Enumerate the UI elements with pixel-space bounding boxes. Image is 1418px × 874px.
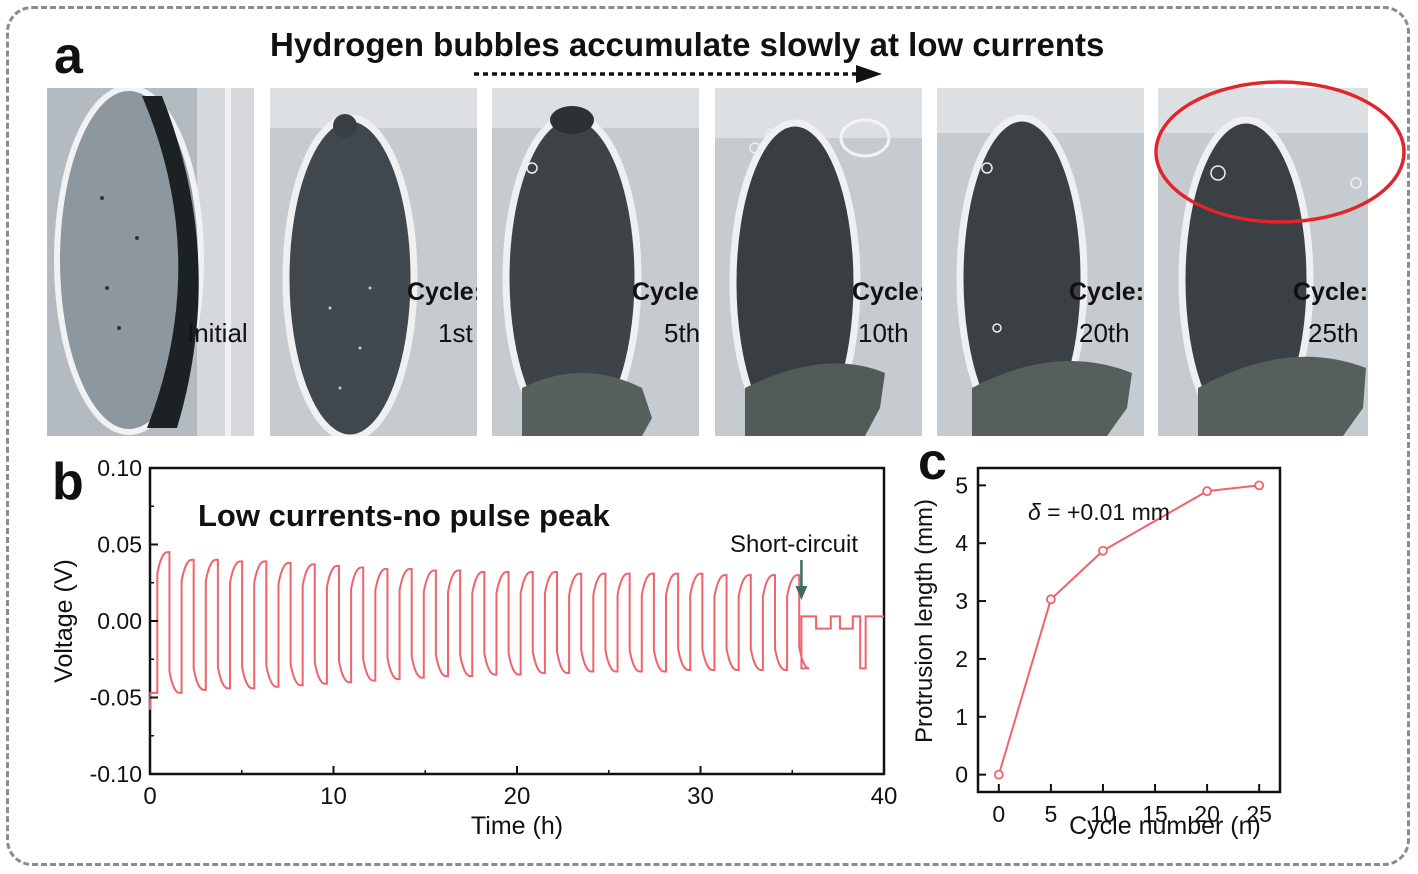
data-point bbox=[1045, 594, 1056, 605]
plot-frame bbox=[976, 466, 1282, 794]
y-tick-label: 0.05 bbox=[97, 532, 142, 558]
photo-cycle-20: Cycle: 20th bbox=[937, 88, 1144, 436]
panel-a-letter: a bbox=[54, 27, 83, 85]
photo-value: 20th bbox=[1079, 318, 1130, 348]
x-tick-label: 15 bbox=[1142, 801, 1168, 827]
x-tick-label: 0 bbox=[992, 801, 1005, 827]
progress-arrow-icon bbox=[474, 65, 882, 83]
protrusion-series-line bbox=[997, 484, 1260, 775]
voltage-series-line bbox=[149, 551, 884, 710]
x-axis-label: Time (h) bbox=[471, 812, 563, 840]
y-tick-label: 4 bbox=[955, 530, 968, 556]
x-tick-label: 10 bbox=[1090, 801, 1116, 827]
photo-cycle-25: Cycle: 25th bbox=[1158, 88, 1368, 436]
photo-initial: Initial bbox=[47, 88, 254, 436]
highlight-ellipse bbox=[1154, 80, 1406, 224]
highlight-ring bbox=[1154, 80, 1406, 224]
short-circuit-arrow-icon bbox=[795, 560, 808, 600]
photo-label: Cycle: bbox=[1293, 278, 1368, 306]
x-tick-label: 10 bbox=[320, 783, 347, 810]
x-tick-label: 20 bbox=[504, 783, 531, 810]
data-point bbox=[1098, 545, 1108, 556]
panel-c-letter: c bbox=[918, 433, 947, 491]
voltage-chart: Low currents-no pulse peak Short-circuit… bbox=[50, 455, 898, 840]
photo-value: 5th bbox=[664, 318, 699, 348]
protrusion-chart: 0 5 10 15 20 25 0 1 2 3 4 5 δ = +0.01 mm Cycle numb… bbox=[911, 466, 1282, 840]
short-circuit-annotation: Short-circuit bbox=[730, 531, 858, 558]
x-tick-label: 25 bbox=[1246, 801, 1272, 827]
photo-cycle-10: Cycle: 10th bbox=[715, 88, 922, 436]
x-tick-label: 5 bbox=[1044, 801, 1057, 827]
x-tick-label: 20 bbox=[1194, 801, 1220, 827]
data-point bbox=[993, 769, 1004, 780]
photo-label: Cycle: bbox=[852, 278, 922, 306]
data-point bbox=[1254, 480, 1265, 491]
photo-label: Cycle: bbox=[632, 278, 699, 306]
y-tick-label: 2 bbox=[955, 646, 968, 672]
panel-b-letter: b bbox=[52, 453, 84, 511]
figure-frame bbox=[6, 6, 1410, 866]
y-tick-label: 1 bbox=[955, 704, 968, 730]
photo-value: Initial bbox=[187, 318, 248, 348]
x-tick-label: 0 bbox=[143, 783, 156, 810]
photo-value: 1st bbox=[438, 318, 473, 348]
x-tick-label: 40 bbox=[871, 783, 898, 810]
x-axis-label: Cycle number (n) bbox=[1069, 812, 1261, 840]
photo-label: Cycle: bbox=[1069, 278, 1144, 306]
photo-cycle-5: Cycle: 5th bbox=[492, 88, 699, 436]
chart-title: Low currents-no pulse peak bbox=[198, 498, 610, 533]
y-tick-label: 3 bbox=[955, 588, 968, 614]
y-tick-label: 0.10 bbox=[97, 455, 142, 481]
x-tick-label: 30 bbox=[687, 783, 714, 810]
photo-value: 10th bbox=[858, 318, 909, 348]
y-axis-label: Protrusion length (mm) bbox=[911, 499, 938, 743]
arrow-head bbox=[795, 586, 808, 600]
photo-cycle-1: Cycle: 1st bbox=[270, 88, 477, 436]
panel-a-title: Hydrogen bubbles accumulate slowly at lo… bbox=[270, 26, 1105, 63]
y-tick-label: 5 bbox=[955, 472, 968, 498]
y-tick-label: 0 bbox=[955, 762, 968, 788]
y-tick-label: 0.00 bbox=[97, 608, 142, 634]
y-tick-label: -0.10 bbox=[90, 761, 142, 787]
data-point bbox=[1202, 486, 1213, 497]
photo-value: 25th bbox=[1308, 318, 1359, 348]
y-tick-label: -0.05 bbox=[90, 685, 142, 711]
y-axis-label: Voltage (V) bbox=[50, 559, 78, 683]
delta-annotation: δ = +0.01 mm bbox=[1028, 499, 1170, 525]
photo-label: Cycle: bbox=[407, 278, 477, 306]
